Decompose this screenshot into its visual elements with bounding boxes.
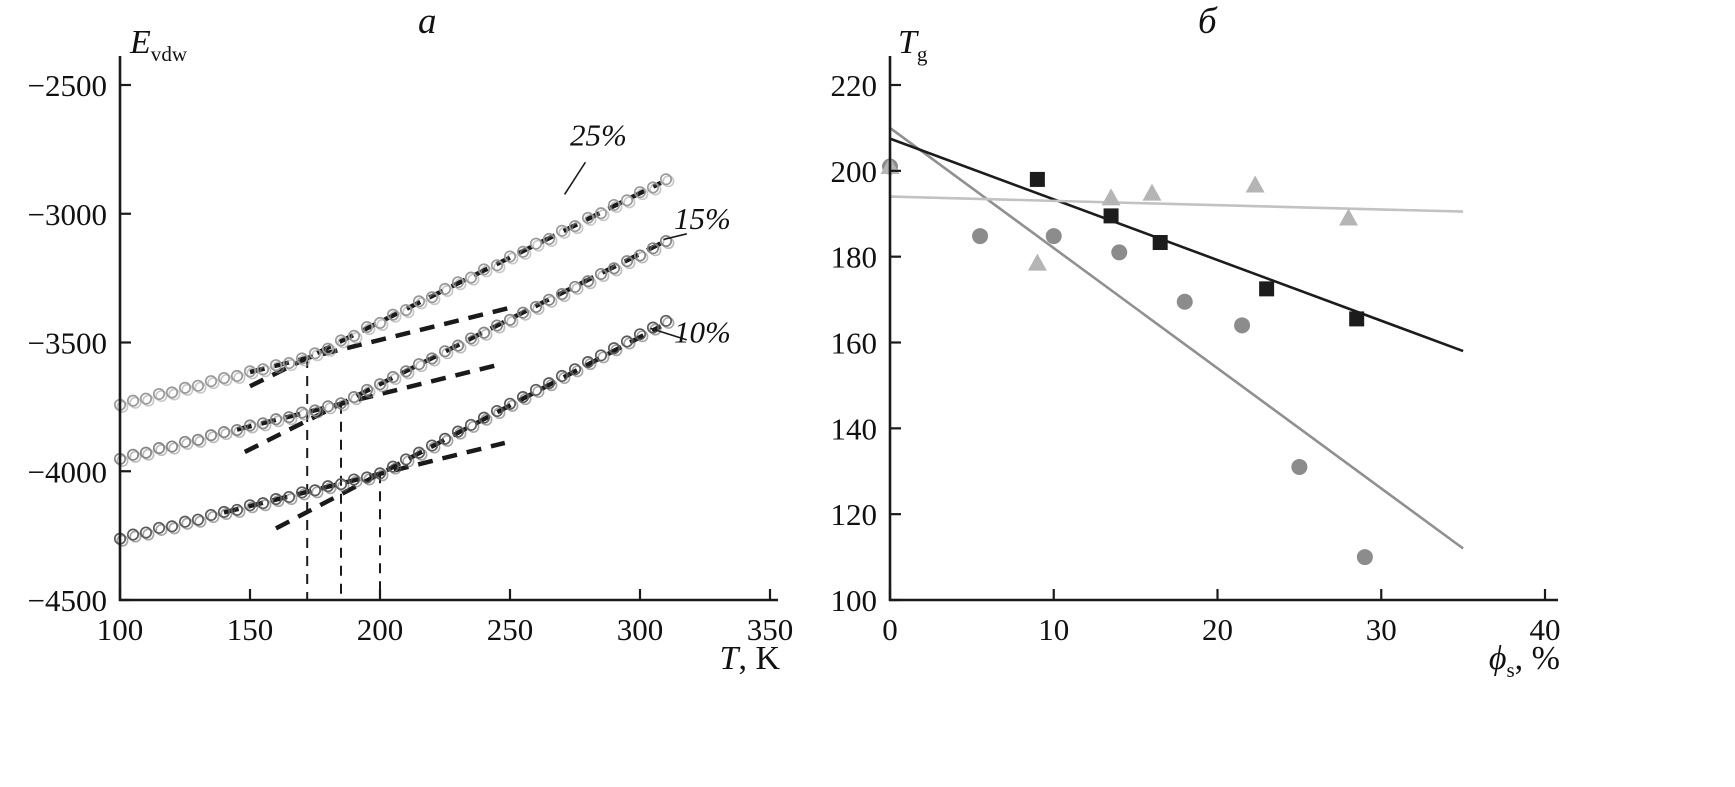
svg-text:100: 100 (97, 612, 144, 647)
svg-text:350: 350 (747, 612, 794, 647)
svg-text:15%: 15% (674, 201, 731, 236)
svg-text:180: 180 (831, 240, 878, 275)
panel-a-x-axis-label: T, K (719, 640, 780, 677)
svg-text:200: 200 (357, 612, 404, 647)
svg-text:100: 100 (831, 583, 878, 618)
panel-a-y-axis-label: Evdw (130, 24, 188, 66)
svg-text:0: 0 (882, 612, 898, 647)
svg-text:10%: 10% (674, 315, 731, 350)
svg-text:120: 120 (831, 497, 878, 532)
svg-text:220: 220 (831, 68, 878, 103)
svg-text:40: 40 (1530, 612, 1561, 647)
svg-text:−3500: −3500 (28, 326, 107, 361)
svg-text:140: 140 (831, 411, 878, 446)
svg-text:30: 30 (1366, 612, 1397, 647)
svg-text:150: 150 (227, 612, 274, 647)
svg-text:−3000: −3000 (28, 197, 107, 232)
svg-text:−2500: −2500 (28, 68, 107, 103)
svg-text:−4000: −4000 (28, 454, 107, 489)
panel-a-title: a (418, 1, 437, 42)
panel-b-title: б (1198, 1, 1217, 42)
svg-text:250: 250 (487, 612, 534, 647)
panel-b-y-axis-label: Tg (898, 24, 928, 66)
svg-text:160: 160 (831, 326, 878, 361)
svg-text:10: 10 (1038, 612, 1069, 647)
svg-text:300: 300 (617, 612, 664, 647)
svg-text:25%: 25% (570, 118, 627, 153)
svg-text:200: 200 (831, 154, 878, 189)
panel-b-x-axis-label: ϕs, % (1488, 640, 1560, 682)
svg-text:−4500: −4500 (28, 583, 107, 618)
svg-text:20: 20 (1202, 612, 1233, 647)
